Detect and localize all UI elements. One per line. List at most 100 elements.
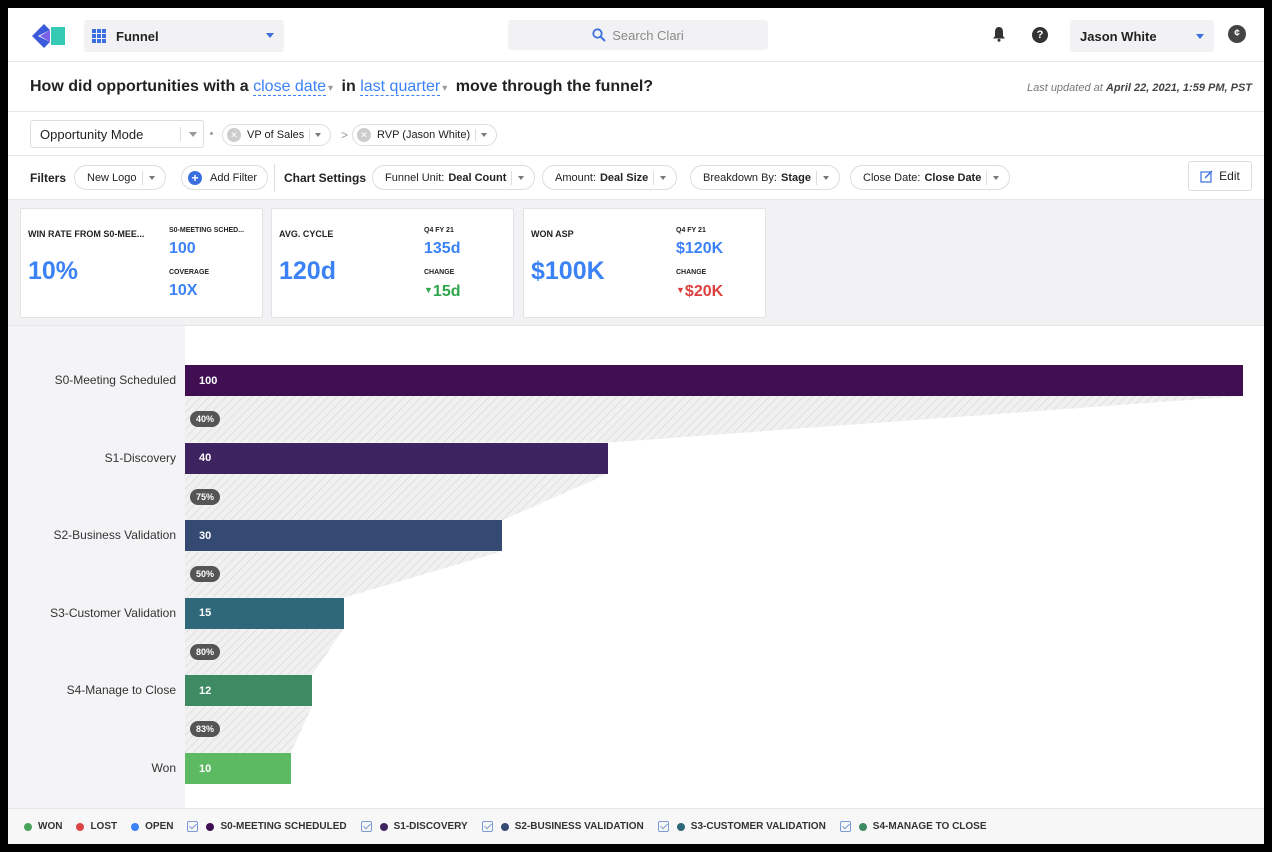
legend-item[interactable]: S3-CUSTOMER VALIDATION <box>657 821 826 832</box>
funnel-unit-select[interactable]: Funnel Unit: Deal Count <box>372 165 536 190</box>
bell-icon[interactable] <box>992 26 1006 42</box>
kpi-card-avg-cycle[interactable]: AVG. CYCLE 120d Q4 FY 21 135d CHANGE ▼15… <box>271 208 514 318</box>
kpi-change-number: $20K <box>684 283 724 300</box>
edit-button[interactable]: Edit <box>1188 161 1252 191</box>
mode-row: Opportunity Mode ✕ VP of Sales > ✕ RVP (… <box>8 112 1264 156</box>
amount-select[interactable]: Amount: Deal Size <box>542 165 678 190</box>
chevron-right-icon: > <box>341 128 349 142</box>
kpi-coverage-label: COVERAGE <box>169 269 210 276</box>
kpi-area: WIN RATE FROM S0-MEE... 10% S0-MEETING S… <box>8 200 1264 326</box>
hierarchy-chip-label: RVP (Jason White) <box>377 129 471 141</box>
legend-item[interactable]: LOST <box>76 821 117 832</box>
legend-label: S3-CUSTOMER VALIDATION <box>690 821 826 832</box>
app-selector[interactable]: Funnel <box>84 20 284 52</box>
legend-label: LOST <box>90 821 118 832</box>
funnel-unit-value: Deal Count <box>448 171 507 184</box>
checkbox-icon[interactable] <box>839 821 851 832</box>
kpi-change-number: 15d <box>432 283 461 300</box>
chevron-down-icon <box>993 176 1000 180</box>
kpi-change-label: CHANGE <box>424 269 455 276</box>
funnel-bar[interactable]: 15 <box>185 597 344 629</box>
search-icon <box>592 28 606 42</box>
mode-select-value: Opportunity Mode <box>40 126 144 142</box>
conversion-rate-badge: 80% <box>190 643 221 660</box>
checkbox-icon[interactable] <box>360 821 372 832</box>
hierarchy-chip-rvp[interactable]: ✕ RVP (Jason White) <box>352 124 498 146</box>
legend-item[interactable]: S1-DISCOVERY <box>360 821 468 832</box>
stage-labels-panel <box>8 326 185 808</box>
legend-label: S2-BUSINESS VALIDATION <box>514 821 644 832</box>
period-dropdown[interactable]: last quarter <box>360 78 441 96</box>
checkbox-icon[interactable] <box>657 821 669 832</box>
date-field-dropdown[interactable]: close date <box>253 78 327 96</box>
funnel-connector <box>185 706 312 753</box>
divider <box>274 164 275 192</box>
legend-dot-icon <box>676 822 685 831</box>
kpi-coverage-value: 10X <box>169 282 198 299</box>
chevron-down-icon[interactable]: ▾ <box>328 83 334 94</box>
divider <box>653 171 655 185</box>
legend-item[interactable]: S0-MEETING SCHEDULED <box>187 821 347 832</box>
app-window: Funnel Search Clari ? Jason White ¢ How … <box>8 8 1264 844</box>
funnel-bar[interactable]: 30 <box>185 520 503 552</box>
question-row: How did opportunities with a close date ▾… <box>8 62 1264 112</box>
stage-label: Won <box>151 761 176 775</box>
legend-item[interactable]: S2-BUSINESS VALIDATION <box>481 821 644 832</box>
kpi-sub-value: 100 <box>169 240 196 257</box>
kpi-card-win-rate[interactable]: WIN RATE FROM S0-MEE... 10% S0-MEETING S… <box>20 208 263 318</box>
funnel-connectors <box>185 396 1243 753</box>
close-icon[interactable]: ✕ <box>227 128 241 142</box>
funnel-bar[interactable]: 40 <box>185 442 609 474</box>
kpi-change-value: ▼15d <box>424 283 461 301</box>
arrow-down-icon: ▼ <box>676 285 685 295</box>
chevron-down-icon <box>660 176 667 180</box>
user-menu[interactable]: Jason White <box>1070 20 1214 52</box>
kpi-change-value: ▼$20K <box>676 283 723 301</box>
close-date-select[interactable]: Close Date: Close Date <box>850 165 1011 190</box>
funnel-bar[interactable]: 10 <box>185 753 291 784</box>
clari-logo-icon[interactable] <box>30 22 68 50</box>
kpi-value: 120d <box>279 257 336 285</box>
close-icon[interactable]: ✕ <box>357 128 371 142</box>
kpi-period-label: Q4 FY 21 <box>676 227 706 234</box>
legend-label: WON <box>38 821 63 832</box>
kpi-period-value: 135d <box>424 240 461 257</box>
add-filter-button[interactable]: + Add Filter <box>181 165 269 190</box>
funnel-connector <box>185 551 503 598</box>
conversion-rate-badge: 50% <box>190 566 221 583</box>
chevron-down-icon <box>1196 34 1204 39</box>
funnel-bar[interactable]: 12 <box>185 675 312 707</box>
help-icon[interactable]: ? <box>1032 27 1048 43</box>
kpi-period-label: Q4 FY 21 <box>424 227 454 234</box>
filter-label: New Logo <box>87 171 137 184</box>
last-updated-prefix: Last updated at <box>1026 82 1103 94</box>
stage-label: S3-Customer Validation <box>50 605 176 620</box>
legend-item[interactable]: S4-MANAGE TO CLOSE <box>839 821 987 832</box>
legend-item[interactable]: WON <box>24 821 62 832</box>
legend-label: OPEN <box>145 821 174 832</box>
app-selector-label: Funnel <box>116 28 159 44</box>
currency-icon[interactable]: ¢ <box>1228 25 1246 43</box>
search-input[interactable]: Search Clari <box>508 20 768 50</box>
edit-icon <box>1200 170 1213 183</box>
kpi-card-won-asp[interactable]: WON ASP $100K Q4 FY 21 $120K CHANGE ▼$20… <box>523 208 766 318</box>
filter-new-logo[interactable]: New Logo <box>74 165 166 190</box>
chevron-down-icon[interactable]: ▾ <box>442 83 448 94</box>
legend-label: S4-MANAGE TO CLOSE <box>872 821 987 832</box>
stage-label: S1-Discovery <box>104 450 176 465</box>
conversion-rate-badge: 40% <box>190 411 221 427</box>
chevron-down-icon <box>481 133 488 137</box>
mode-select[interactable]: Opportunity Mode <box>30 120 204 148</box>
legend-dot-icon <box>24 822 32 831</box>
breakdown-select[interactable]: Breakdown By: Stage <box>690 165 840 190</box>
checkbox-icon[interactable] <box>481 821 493 832</box>
legend-dot-icon <box>500 822 509 831</box>
amount-label: Amount: <box>555 171 596 184</box>
legend-dot-icon <box>379 822 388 831</box>
conversion-rate-badge: 83% <box>190 721 221 738</box>
checkbox-icon[interactable] <box>187 821 199 832</box>
hierarchy-chip-vp[interactable]: ✕ VP of Sales <box>222 124 332 146</box>
legend-item[interactable]: OPEN <box>131 821 173 832</box>
kpi-label: WON ASP <box>531 229 574 239</box>
funnel-bar[interactable]: 100 <box>185 365 1243 396</box>
